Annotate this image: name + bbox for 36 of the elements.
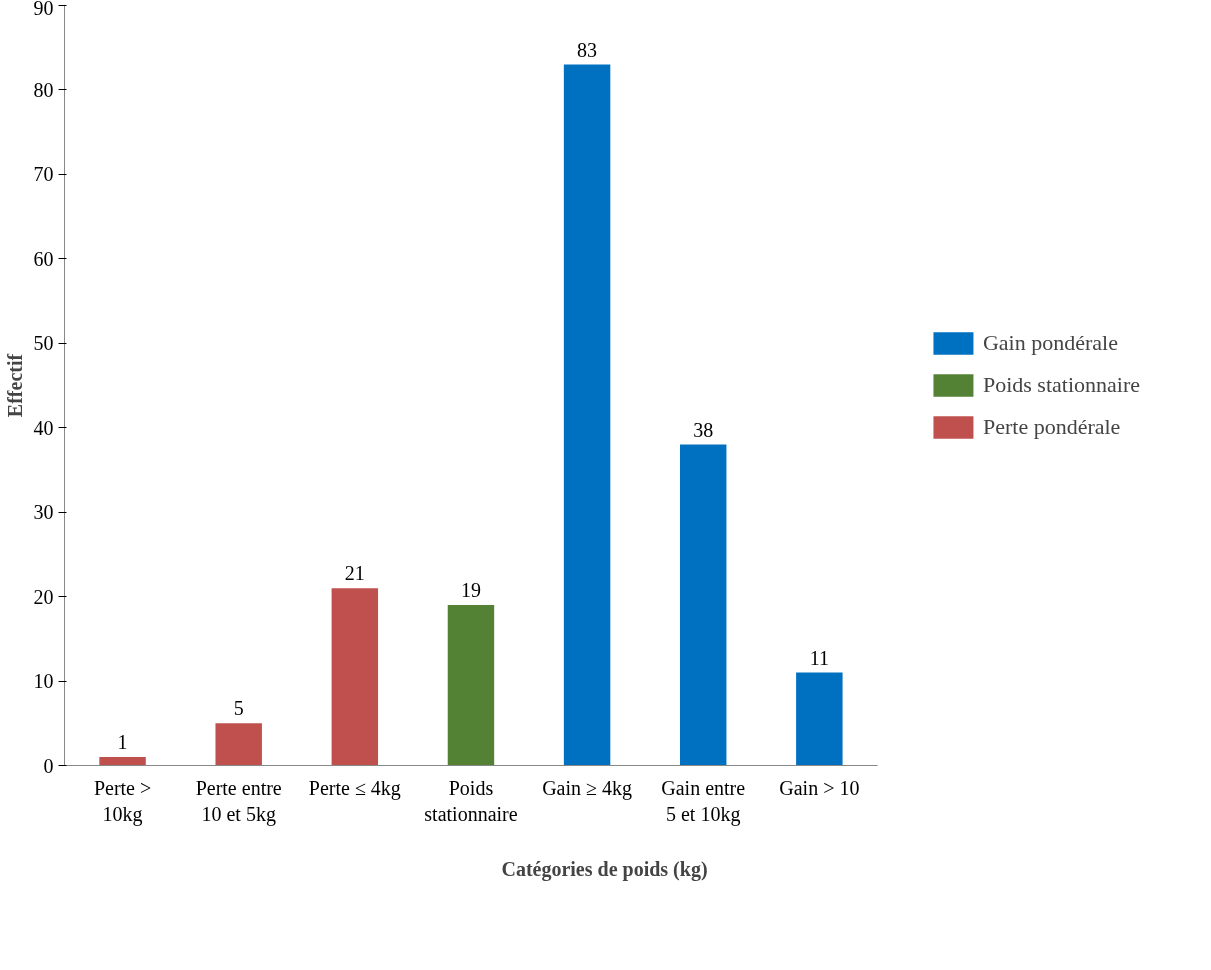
x-tick-label: Gain entre 5 et 10kg xyxy=(661,776,746,826)
bar xyxy=(215,723,262,766)
x-tick-label: Perte entre 10 et 5kg xyxy=(195,776,282,826)
data-label: 11 xyxy=(809,646,829,669)
x-tick-label: Gain ≥ 4kg xyxy=(542,776,633,800)
data-label: 38 xyxy=(693,418,714,441)
legend-label: Poids stationnaire xyxy=(982,372,1140,398)
y-tick-label: 50 xyxy=(33,332,54,355)
data-label: 1 xyxy=(117,731,128,754)
data-label: 19 xyxy=(460,579,481,602)
data-label: 5 xyxy=(233,697,244,720)
bar xyxy=(796,672,843,766)
bar xyxy=(447,605,495,766)
bar xyxy=(99,757,146,766)
y-tick-label: 40 xyxy=(33,416,54,439)
bar xyxy=(331,588,379,766)
legend-label: Perte pondérale xyxy=(982,414,1121,440)
x-axis-title: Catégories de poids (kg) xyxy=(501,857,708,881)
y-tick-label: 90 xyxy=(33,0,54,19)
x-tick-label: Poids stationnaire xyxy=(424,776,518,825)
y-tick-label: 20 xyxy=(33,585,54,608)
x-tick-label: Perte > 10kg xyxy=(93,776,152,826)
bar xyxy=(563,64,611,766)
y-axis-title: Effectif xyxy=(3,353,26,418)
data-label: 83 xyxy=(577,38,598,61)
x-tick-label: Gain > 10 xyxy=(779,776,860,799)
legend-label: Gain pondérale xyxy=(982,330,1118,356)
y-tick-label: 80 xyxy=(33,78,54,101)
y-tick-label: 70 xyxy=(33,163,54,186)
y-tick-label: 10 xyxy=(33,670,54,693)
x-tick-label: Perte ≤ 4kg xyxy=(308,776,401,800)
bar xyxy=(679,444,727,766)
y-tick-label: 60 xyxy=(33,247,54,270)
y-tick-label: 30 xyxy=(33,501,54,524)
data-label: 21 xyxy=(344,562,365,585)
y-tick-label: 0 xyxy=(43,754,54,777)
